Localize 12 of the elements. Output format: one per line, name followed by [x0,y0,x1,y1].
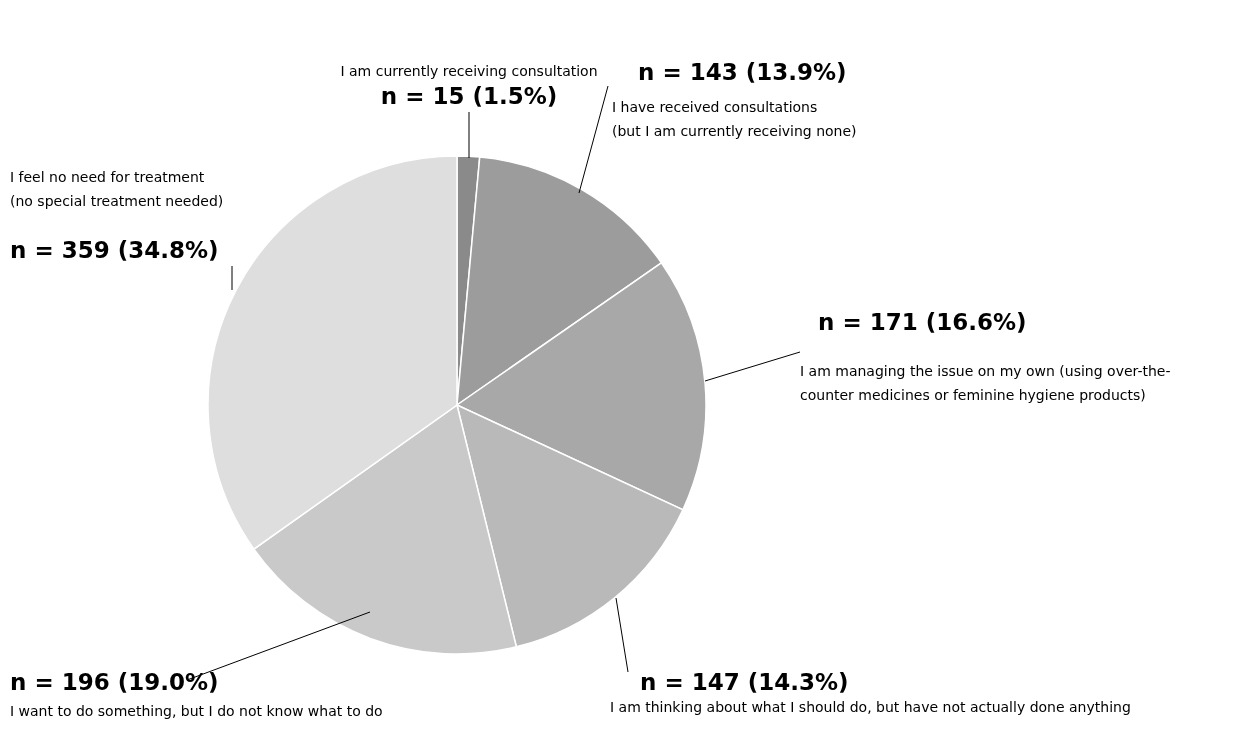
data-label: n = 171 (16.6%) [818,309,1027,335]
slice-label: I am managing the issue on my own (using over-the- counter medicines or feminine hygiene products) [800,363,1171,403]
slice-label: I have received consultations (but I am currently receiving none) [612,99,857,139]
slice-label: I am currently receiving consultation [340,63,598,79]
data-label: n = 15 (1.5%) [380,83,558,109]
data-label: n = 359 (34.8%) [10,237,219,263]
data-label: n = 143 (13.9%) [638,59,847,85]
slice-label: I feel no need for treatment (no special treatment needed) [10,169,224,209]
data-label: n = 196 (19.0%) [10,669,219,695]
data-label: n = 147 (14.3%) [640,669,849,695]
slice-label: I am thinking about what I should do, but have not actually done anything [610,699,1131,715]
slice-label: I want to do something, but I do not know what to do [10,703,383,719]
